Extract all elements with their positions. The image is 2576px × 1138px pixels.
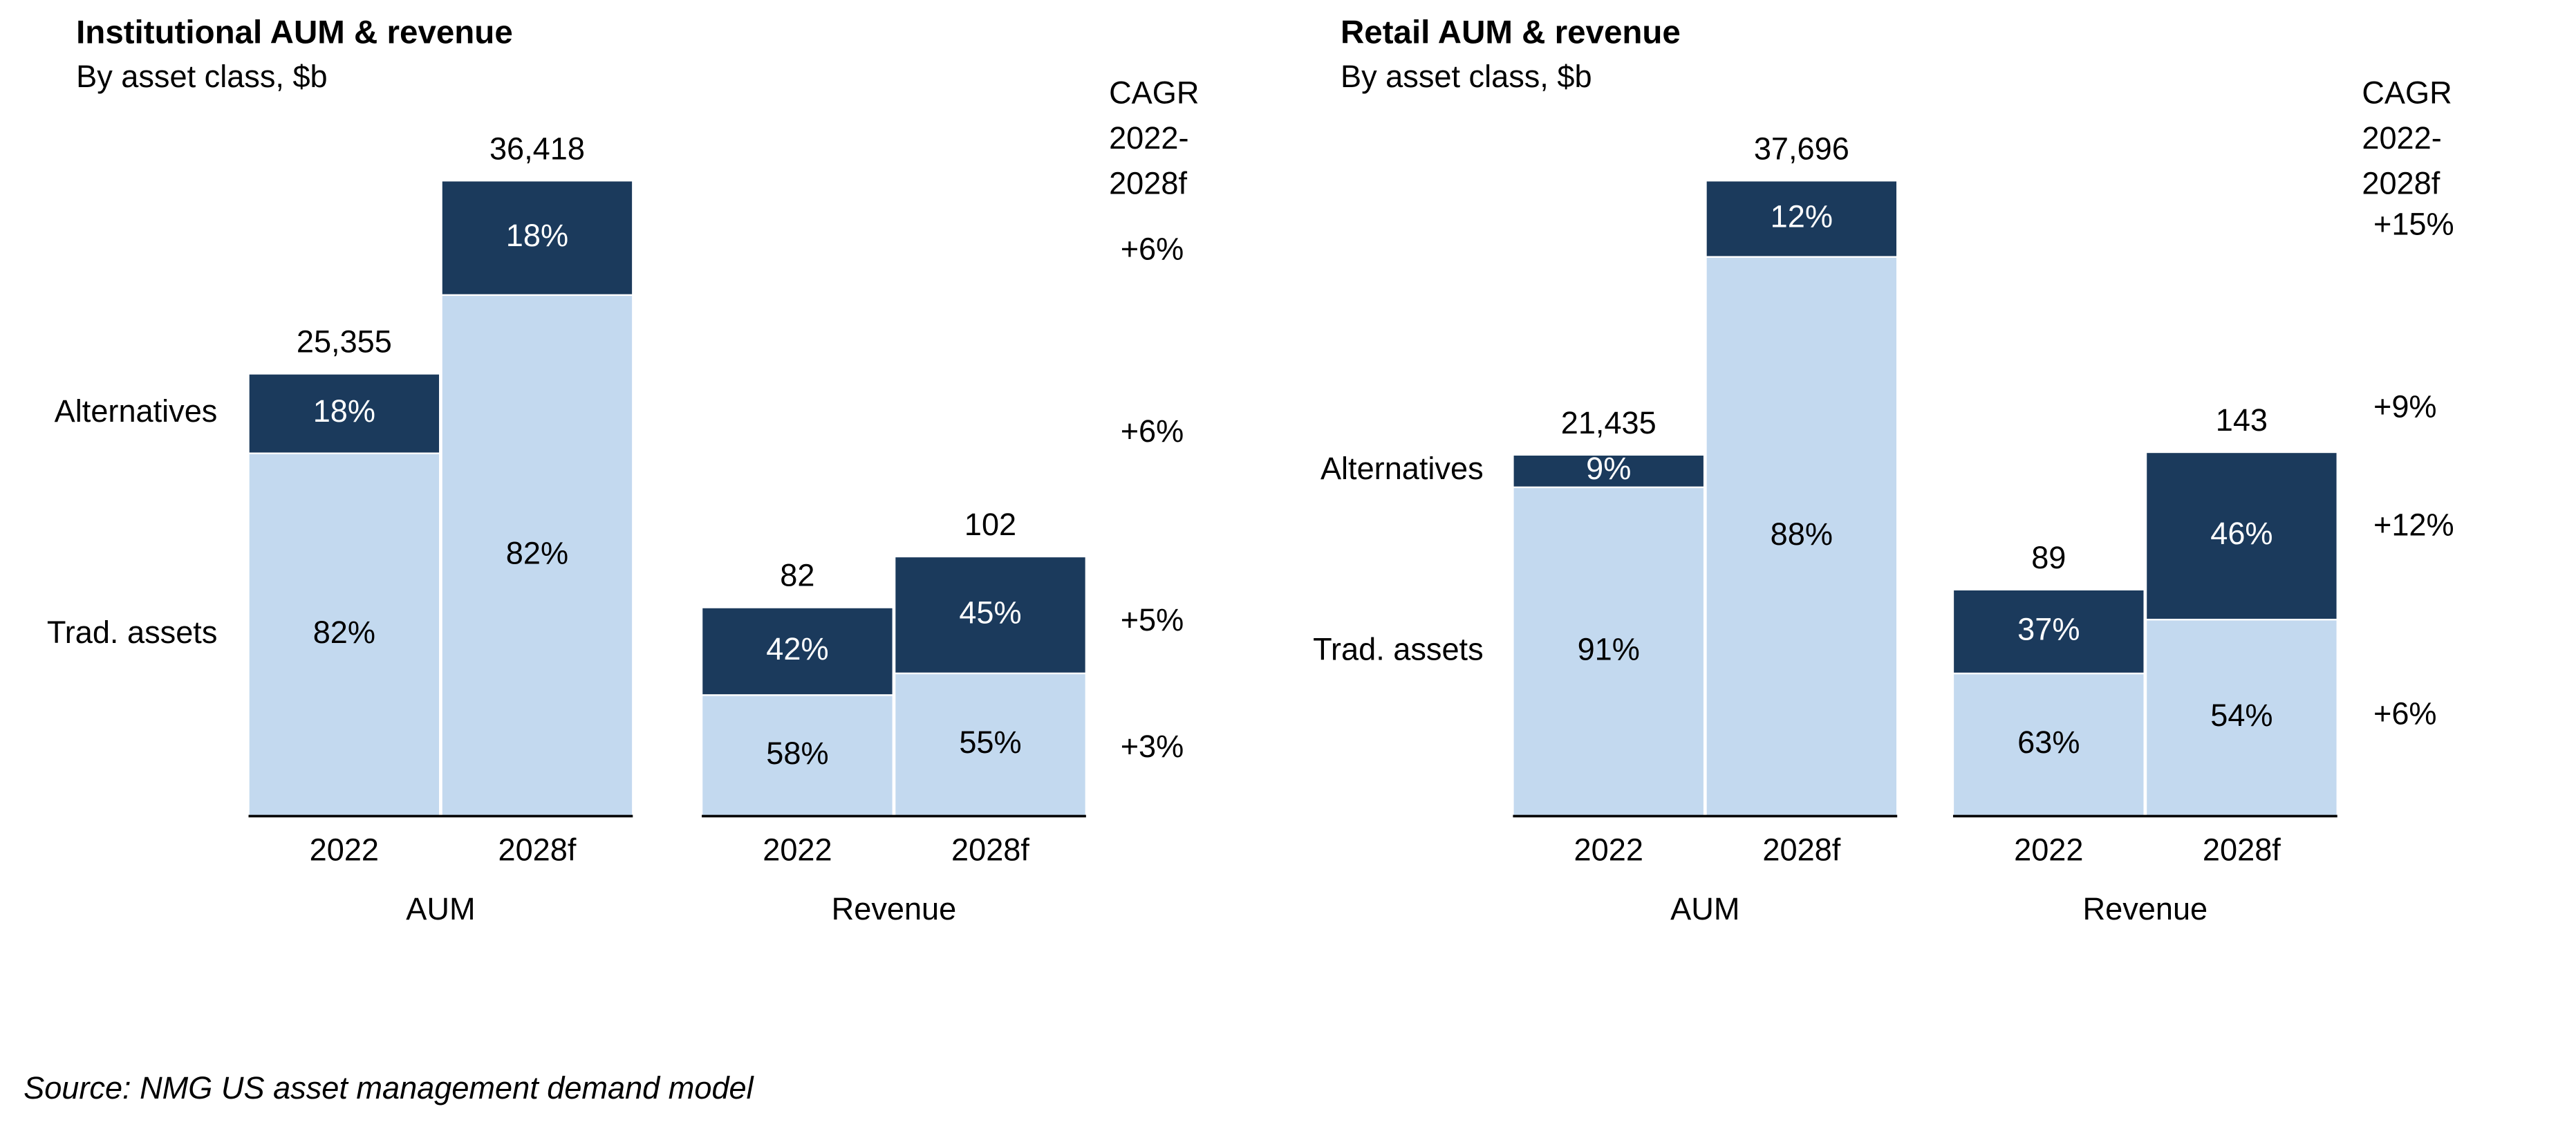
segment-label: 46% — [2210, 516, 2272, 551]
segment-label: 42% — [766, 631, 828, 666]
total-label: 21,435 — [1561, 405, 1656, 440]
total-label: 25,355 — [297, 324, 392, 360]
bar-segment — [2145, 451, 2338, 621]
row-label: Trad. assets — [1313, 632, 1484, 667]
x-tick-label: 2028f — [2203, 832, 2281, 868]
cagr-header: 2028f — [1109, 165, 1187, 200]
x-tick-label: 2028f — [951, 832, 1029, 868]
bar-segment — [893, 672, 1088, 817]
x-tick-label: 2028f — [1762, 832, 1840, 868]
segment-label: 12% — [1771, 198, 1833, 234]
segment-label: 82% — [313, 615, 375, 650]
x-tick-label: 2028f — [498, 832, 577, 868]
bar-segment — [1952, 672, 2145, 817]
cagr-label: +5% — [1121, 602, 1184, 637]
segment-label: 58% — [766, 736, 828, 771]
bar-segment — [248, 373, 441, 454]
total-label: 82 — [780, 558, 814, 593]
bar-segment — [700, 606, 894, 696]
segment-label: 18% — [313, 393, 375, 429]
panel-subtitle: By asset class, $b — [76, 59, 328, 94]
bar-segment — [440, 180, 634, 296]
total-label: 89 — [2031, 540, 2066, 575]
group-label: AUM — [406, 891, 475, 926]
total-label: 143 — [2216, 402, 2268, 438]
segment-label: 9% — [1586, 451, 1631, 486]
cagr-header: 2028f — [2362, 165, 2440, 200]
cagr-label: +6% — [1121, 231, 1184, 266]
segment-label: 82% — [506, 536, 568, 571]
bar-segment — [1952, 588, 2145, 675]
cagr-header: 2022- — [1109, 120, 1188, 156]
bar-segment — [893, 555, 1088, 675]
x-tick-label: 2022 — [763, 832, 832, 868]
total-label: 102 — [964, 507, 1016, 542]
x-tick-label: 2022 — [2014, 832, 2083, 868]
segment-label: 55% — [959, 725, 1021, 760]
group-label: AUM — [1670, 891, 1739, 926]
segment-label: 18% — [506, 218, 568, 253]
bar-segment — [2145, 618, 2338, 817]
segment-label: 37% — [2017, 611, 2080, 646]
cagr-header: CAGR — [1109, 75, 1199, 111]
bar-segment — [1705, 180, 1898, 258]
cagr-label: +9% — [2373, 389, 2437, 424]
total-label: 37,696 — [1754, 131, 1849, 166]
segment-label: 88% — [1771, 516, 1833, 552]
cagr-label: +6% — [1121, 413, 1184, 449]
segment-label: 54% — [2210, 698, 2272, 733]
total-label: 36,418 — [489, 131, 585, 166]
cagr-header: 2022- — [2362, 120, 2441, 156]
bar-segment — [700, 694, 894, 817]
cagr-label: +3% — [1121, 729, 1184, 764]
row-label: Alternatives — [55, 393, 218, 429]
panel-title: Institutional AUM & revenue — [76, 14, 513, 50]
segment-label: 91% — [1578, 632, 1640, 667]
row-label: Alternatives — [1320, 451, 1484, 486]
bar-segment — [1512, 486, 1706, 817]
panel-subtitle: By asset class, $b — [1341, 59, 1592, 94]
segment-label: 45% — [959, 595, 1021, 630]
group-label: Revenue — [832, 891, 957, 926]
row-label: Trad. assets — [47, 615, 218, 650]
group-label: Revenue — [2083, 891, 2208, 926]
bar-segment — [248, 452, 441, 817]
segment-label: 63% — [2017, 725, 2080, 760]
bar-segment — [1705, 256, 1898, 817]
x-tick-label: 2022 — [310, 832, 379, 868]
source: Source: NMG US asset management demand m… — [24, 1070, 755, 1106]
cagr-label: +12% — [2373, 507, 2454, 542]
cagr-label: +6% — [2373, 696, 2437, 731]
panel-title: Retail AUM & revenue — [1341, 14, 1681, 50]
cagr-label: +15% — [2373, 207, 2454, 242]
bar-segment — [1512, 454, 1706, 489]
cagr-header: CAGR — [2362, 75, 2452, 111]
x-tick-label: 2022 — [1574, 832, 1643, 868]
